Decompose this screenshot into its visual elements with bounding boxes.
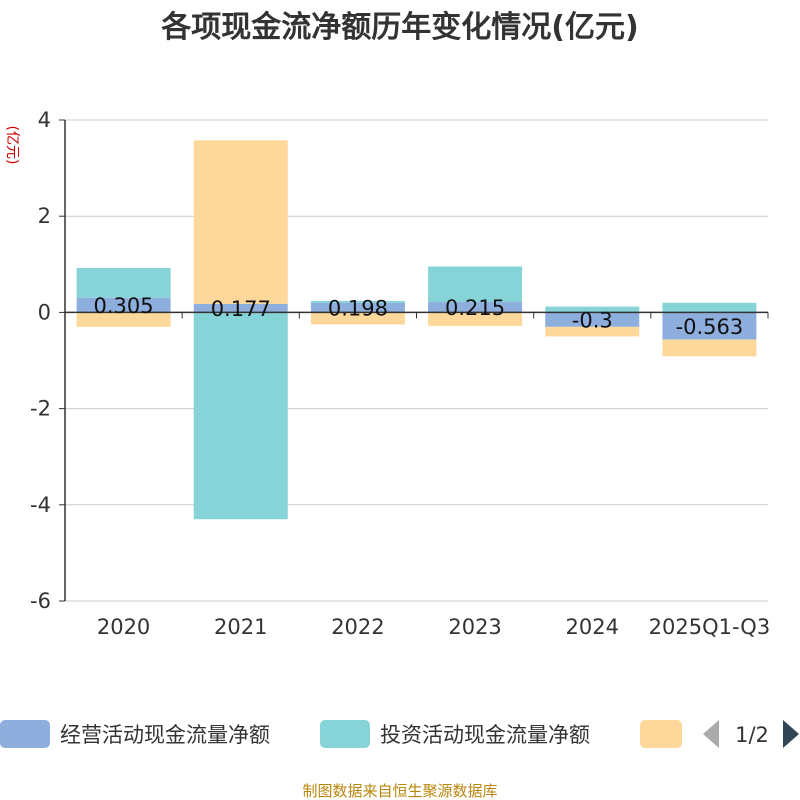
x-category-label: 2025Q1-Q3 — [649, 615, 771, 639]
data-label: 0.215 — [445, 296, 505, 320]
bar — [545, 312, 640, 327]
y-tick-label: -6 — [30, 589, 51, 613]
legend-swatch-financing[interactable] — [640, 720, 682, 748]
bar — [193, 312, 288, 520]
data-labels: 0.305 0.177 0.198 0.215 -0.3 -0.563 — [94, 294, 744, 339]
legend-page-indicator: 1/2 — [735, 723, 769, 747]
data-label: -0.563 — [676, 315, 744, 339]
x-category-label: 2023 — [448, 615, 501, 639]
y-tick-label: -2 — [30, 397, 51, 421]
bar — [76, 297, 171, 313]
y-tick-label: 2 — [38, 204, 51, 228]
y-axis-label: (亿元) — [4, 126, 20, 165]
legend-next-page-icon[interactable] — [783, 720, 799, 748]
bar — [76, 312, 171, 327]
y-axis-ticks: -6 -4 -2 0 2 4 — [30, 108, 65, 613]
gridlines — [65, 119, 768, 602]
y-tick-label: 4 — [38, 108, 51, 132]
legend: 经营活动现金流量净额 投资活动现金流量净额 1/2 — [0, 720, 799, 748]
data-label: -0.3 — [572, 309, 613, 333]
bar — [310, 300, 405, 303]
x-category-label: 2021 — [214, 615, 267, 639]
bar — [428, 312, 523, 326]
y-tick-label: 0 — [38, 300, 51, 324]
y-tick-label: -4 — [30, 493, 51, 517]
bar — [662, 312, 757, 340]
legend-swatch-investing[interactable] — [320, 720, 370, 748]
axes — [64, 120, 769, 601]
bar-series — [76, 140, 757, 520]
bar — [545, 306, 640, 313]
x-axis-categories: 2020 2021 2022 2023 2024 2025Q1-Q3 — [97, 615, 770, 639]
source-note: 制图数据来自恒生聚源数据库 — [302, 782, 497, 800]
chart-title: 各项现金流净额历年变化情况(亿元) — [160, 10, 638, 45]
data-label: 0.305 — [94, 294, 154, 318]
bar — [76, 267, 171, 298]
bar — [193, 140, 288, 304]
legend-label-investing[interactable]: 投资活动现金流量净额 — [380, 723, 590, 747]
x-category-label: 2020 — [97, 615, 150, 639]
bar — [310, 312, 405, 325]
bar — [428, 266, 523, 303]
legend-prev-page-icon[interactable] — [703, 720, 719, 748]
bar — [662, 339, 757, 357]
bar — [662, 302, 757, 313]
legend-label-operating[interactable]: 经营活动现金流量净额 — [60, 723, 270, 747]
bar — [193, 303, 288, 313]
bar — [310, 302, 405, 313]
bar — [428, 302, 523, 313]
x-category-label: 2024 — [566, 615, 619, 639]
data-label: 0.198 — [328, 297, 388, 321]
legend-swatch-operating[interactable] — [0, 720, 50, 748]
bar — [545, 326, 640, 337]
data-label: 0.177 — [211, 297, 271, 321]
x-category-label: 2022 — [331, 615, 384, 639]
